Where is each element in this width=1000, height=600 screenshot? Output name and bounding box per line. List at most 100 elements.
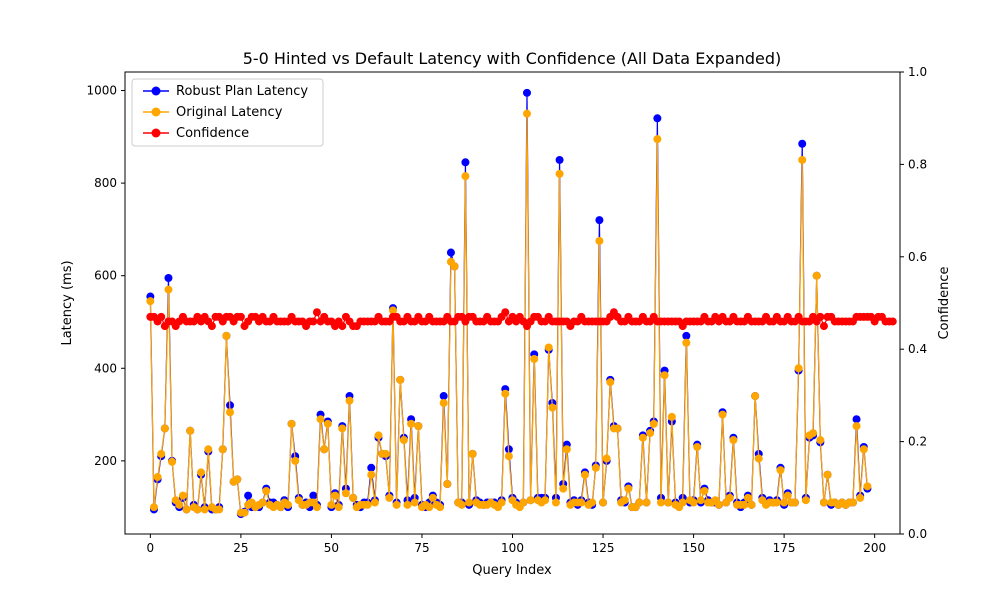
data-point — [403, 500, 412, 509]
data-point — [653, 135, 662, 144]
data-point — [457, 500, 466, 509]
data-point — [660, 371, 669, 380]
data-point — [819, 322, 828, 331]
data-point — [541, 496, 550, 505]
data-point — [168, 457, 177, 466]
data-point — [436, 503, 445, 512]
data-point — [193, 505, 202, 514]
data-point — [638, 433, 647, 442]
legend-label-original: Original Latency — [176, 105, 283, 120]
data-point — [363, 500, 372, 509]
data-point — [700, 486, 709, 495]
data-point — [798, 155, 807, 164]
data-point — [562, 445, 571, 454]
data-point — [635, 498, 644, 507]
data-point — [374, 431, 383, 440]
data-point — [309, 317, 318, 326]
legend-label-robust: Robust Plan Latency — [176, 84, 308, 99]
data-point — [856, 493, 865, 502]
data-point — [624, 484, 633, 493]
data-point — [754, 454, 763, 463]
x-tick-label: 75 — [414, 541, 429, 555]
data-point — [341, 489, 350, 498]
data-point — [345, 396, 354, 405]
data-point — [522, 109, 531, 118]
data-point — [798, 139, 807, 148]
data-point — [794, 364, 803, 373]
data-point — [367, 463, 376, 472]
data-point — [816, 312, 825, 321]
series-1 — [146, 109, 872, 517]
series-2 — [146, 308, 897, 331]
y2-axis-label: Confidence — [937, 266, 952, 339]
x-tick-label: 100 — [501, 541, 524, 555]
x-axis-label: Query Index — [472, 563, 552, 578]
data-point — [852, 415, 861, 424]
data-point — [388, 306, 397, 315]
data-point — [175, 500, 184, 509]
data-point — [226, 408, 235, 417]
data-point — [580, 470, 589, 479]
data-point — [338, 424, 347, 433]
y-tick-label: 200 — [94, 454, 117, 468]
x-tick-label: 50 — [324, 541, 339, 555]
data-point — [392, 500, 401, 509]
data-point — [863, 482, 872, 491]
legend-box — [131, 78, 324, 147]
data-point — [186, 426, 195, 435]
data-point — [783, 491, 792, 500]
data-point — [812, 271, 821, 280]
data-point — [331, 491, 340, 500]
data-point — [240, 508, 249, 517]
data-point — [370, 498, 379, 507]
data-point — [283, 500, 292, 509]
data-point — [291, 456, 300, 465]
data-point — [678, 498, 687, 507]
data-point — [164, 274, 173, 282]
y2-tick-label: 0.6 — [908, 250, 927, 264]
data-point — [428, 493, 437, 502]
data-point — [751, 392, 760, 401]
data-point — [218, 445, 227, 454]
data-point — [682, 338, 691, 347]
data-point — [599, 498, 608, 507]
data-point — [718, 410, 727, 419]
data-point — [667, 412, 676, 421]
data-point — [809, 429, 818, 438]
data-point — [396, 375, 405, 384]
data-point — [653, 114, 662, 123]
data-point — [544, 343, 553, 352]
data-point — [551, 498, 560, 507]
data-point — [689, 498, 698, 507]
data-point — [595, 216, 604, 225]
data-point — [236, 312, 245, 321]
legend-marker-confidence — [151, 128, 161, 138]
data-point — [519, 498, 528, 507]
data-point — [613, 424, 622, 433]
data-point — [501, 308, 510, 317]
data-point — [439, 392, 448, 401]
y2-tick-label: 1.0 — [908, 65, 927, 79]
data-point — [149, 503, 158, 512]
data-point — [178, 491, 187, 500]
data-point — [740, 500, 749, 509]
data-point — [258, 498, 267, 507]
x-tick-label: 0 — [147, 541, 155, 555]
data-point — [338, 322, 347, 331]
data-point — [262, 486, 271, 495]
x-tick-label: 150 — [682, 541, 705, 555]
y2-tick-label: 0.2 — [908, 435, 927, 449]
data-point — [714, 500, 723, 509]
data-point — [497, 498, 506, 507]
y-axis-label: Latency (ms) — [60, 260, 75, 345]
legend: Robust Plan Latency Original Latency Con… — [131, 78, 324, 147]
data-point — [312, 308, 321, 317]
data-point — [664, 498, 673, 507]
data-point — [204, 445, 213, 454]
legend-marker-original — [151, 107, 161, 117]
data-point — [504, 452, 513, 461]
data-point — [790, 498, 799, 507]
data-point — [522, 88, 531, 97]
data-point — [743, 493, 752, 502]
data-point — [244, 491, 253, 500]
